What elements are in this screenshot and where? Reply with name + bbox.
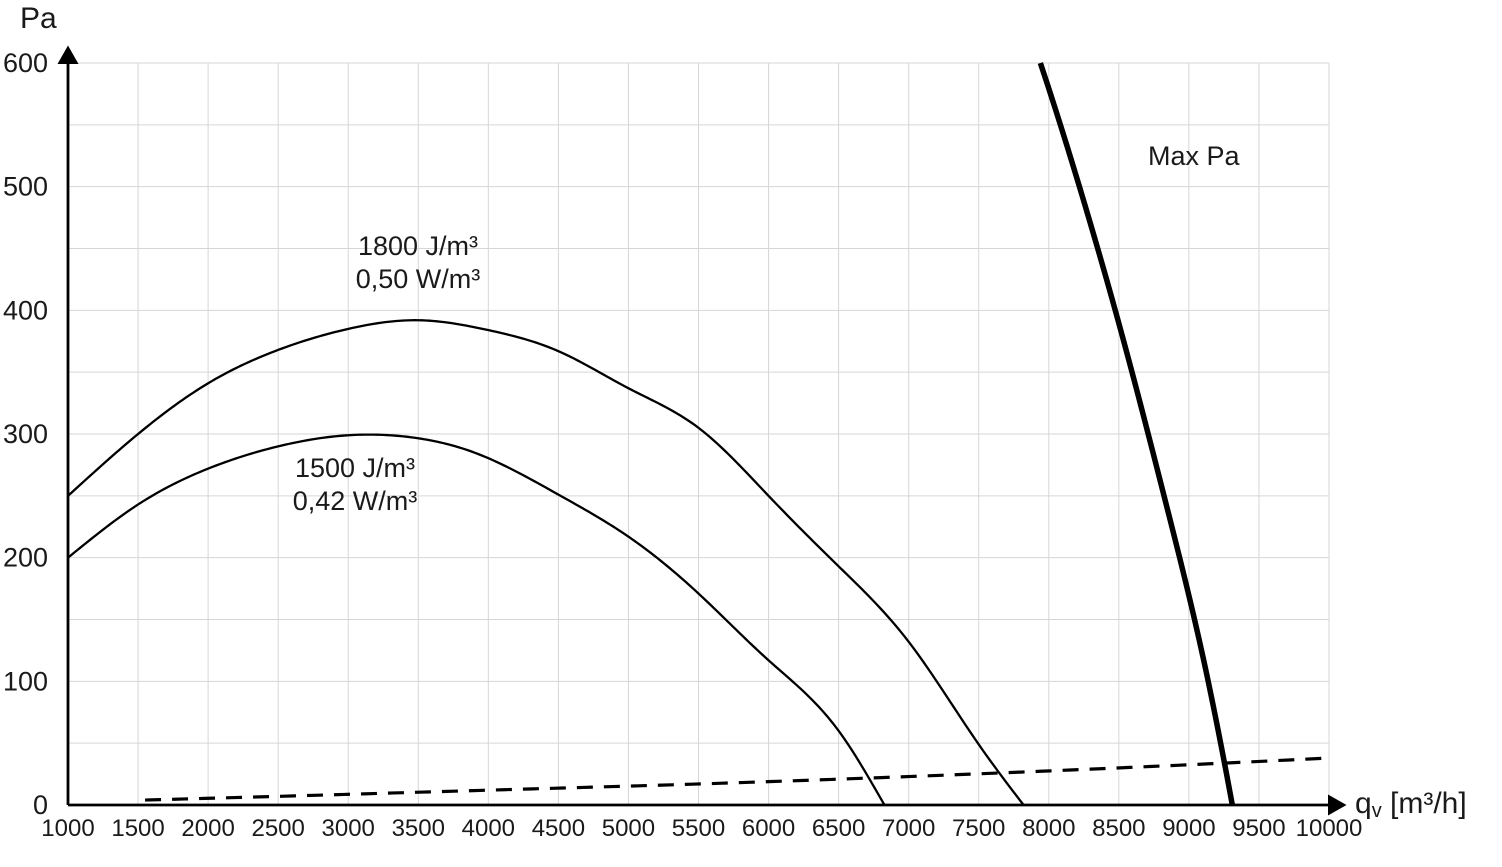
- svg-text:2000: 2000: [181, 815, 234, 842]
- svg-text:2500: 2500: [251, 815, 304, 842]
- svg-text:Pa: Pa: [20, 2, 57, 35]
- svg-text:300: 300: [3, 419, 48, 449]
- svg-text:1000: 1000: [41, 815, 94, 842]
- svg-text:100: 100: [3, 666, 48, 696]
- svg-text:1500 J/m³: 1500 J/m³: [295, 453, 415, 483]
- svg-text:3000: 3000: [322, 815, 375, 842]
- svg-text:0: 0: [33, 790, 48, 820]
- svg-text:5000: 5000: [602, 815, 655, 842]
- svg-text:400: 400: [3, 295, 48, 325]
- svg-text:0,50 W/m³: 0,50 W/m³: [356, 264, 481, 294]
- svg-text:200: 200: [3, 543, 48, 573]
- svg-text:10000: 10000: [1296, 815, 1363, 842]
- svg-text:6000: 6000: [742, 815, 795, 842]
- svg-text:4000: 4000: [462, 815, 515, 842]
- svg-text:9500: 9500: [1232, 815, 1285, 842]
- svg-text:5500: 5500: [672, 815, 725, 842]
- svg-text:0,42 W/m³: 0,42 W/m³: [293, 486, 418, 516]
- svg-text:500: 500: [3, 172, 48, 202]
- svg-text:8000: 8000: [1022, 815, 1075, 842]
- svg-text:9000: 9000: [1162, 815, 1215, 842]
- svg-text:8500: 8500: [1092, 815, 1145, 842]
- svg-text:1500: 1500: [111, 815, 164, 842]
- svg-text:4500: 4500: [532, 815, 585, 842]
- svg-text:7000: 7000: [882, 815, 935, 842]
- svg-text:3500: 3500: [392, 815, 445, 842]
- svg-text:6500: 6500: [812, 815, 865, 842]
- svg-text:1800 J/m³: 1800 J/m³: [358, 231, 478, 261]
- svg-text:Max Pa: Max Pa: [1148, 141, 1241, 171]
- svg-text:7500: 7500: [952, 815, 1005, 842]
- svg-text:600: 600: [3, 48, 48, 78]
